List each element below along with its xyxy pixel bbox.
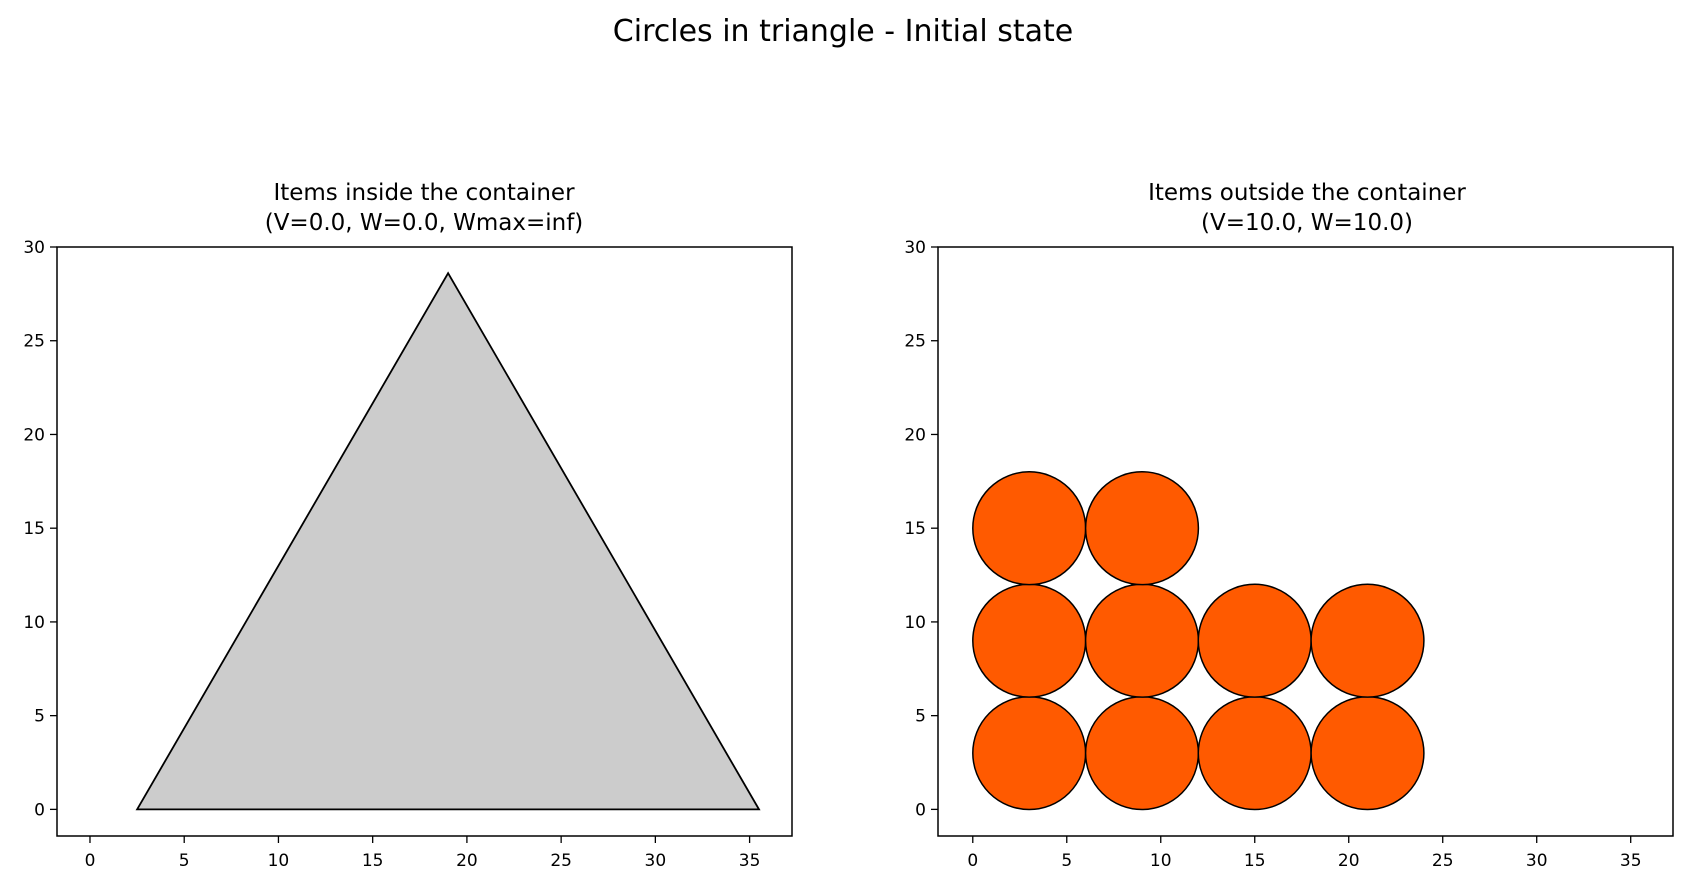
- left-axes-frame: [56, 246, 793, 837]
- right-ytick-label: 25: [904, 332, 926, 352]
- right-xtick-label: 35: [1620, 851, 1642, 871]
- right-ytick-label: 0: [915, 800, 926, 820]
- right-xtick-label: 5: [1061, 851, 1072, 871]
- left-panel: Items inside the container (V=0.0, W=0.0…: [23, 180, 793, 871]
- circle-item-1: [1084, 695, 1200, 811]
- left-ytick-label: 25: [23, 332, 45, 352]
- right-axes-frame: [937, 246, 1674, 837]
- right-ytick-label: 10: [904, 613, 926, 633]
- right-panel: Items outside the container (V=10.0, W=1…: [904, 180, 1674, 871]
- left-axis-ticks: 0 5 10 15 20 25 30 35 0 5 10 15 20 25 30: [23, 238, 760, 871]
- right-ytick-label: 15: [904, 519, 926, 539]
- circle-item-8: [972, 471, 1087, 586]
- left-panel-title-line1: Items inside the container: [273, 180, 575, 206]
- left-ytick-label: 0: [34, 800, 45, 820]
- left-xtick-label: 15: [362, 851, 384, 871]
- right-xtick-label: 30: [1526, 851, 1548, 871]
- circle-item-4: [972, 583, 1087, 698]
- left-xtick-label: 20: [456, 851, 478, 871]
- right-xtick-label: 25: [1432, 851, 1454, 871]
- right-ytick-label: 30: [904, 238, 926, 258]
- right-xtick-label: 15: [1244, 851, 1266, 871]
- left-xtick-label: 10: [268, 851, 290, 871]
- left-xtick-label: 35: [739, 851, 761, 871]
- right-ytick-label: 5: [915, 707, 926, 727]
- circle-item-3: [1310, 695, 1425, 811]
- left-xtick-label: 0: [85, 851, 96, 871]
- circle-item-6: [1197, 583, 1312, 698]
- left-xtick-label: 5: [179, 851, 190, 871]
- right-plot-area: [972, 471, 1425, 811]
- left-panel-title-line2: (V=0.0, W=0.0, Wmax=inf): [265, 210, 584, 236]
- right-xtick-label: 10: [1150, 851, 1172, 871]
- circle-item-7: [1310, 583, 1425, 698]
- circle-item-5: [1084, 583, 1200, 698]
- left-plot-area: [135, 271, 761, 811]
- circle-item-9: [1084, 471, 1200, 586]
- left-ytick-label: 30: [23, 238, 45, 258]
- container-triangle: [135, 271, 761, 811]
- right-xtick-label: 0: [967, 851, 978, 871]
- circle-item-0: [972, 695, 1087, 811]
- right-axis-ticks: 0 5 10 15 20 25 30 35 0 5 10 15 20 25 30: [904, 238, 1641, 871]
- left-ytick-label: 20: [23, 425, 45, 445]
- left-xtick-label: 25: [550, 851, 572, 871]
- right-ytick-label: 20: [904, 425, 926, 445]
- right-xtick-label: 20: [1338, 851, 1360, 871]
- right-panel-title-line1: Items outside the container: [1148, 180, 1466, 206]
- circle-item-2: [1197, 695, 1312, 811]
- left-ytick-label: 10: [23, 613, 45, 633]
- right-panel-title-line2: (V=10.0, W=10.0): [1201, 210, 1413, 236]
- left-ytick-label: 5: [34, 707, 45, 727]
- figure-title: Circles in triangle - Initial state: [613, 14, 1073, 49]
- left-xtick-label: 30: [645, 851, 667, 871]
- left-ytick-label: 15: [23, 519, 45, 539]
